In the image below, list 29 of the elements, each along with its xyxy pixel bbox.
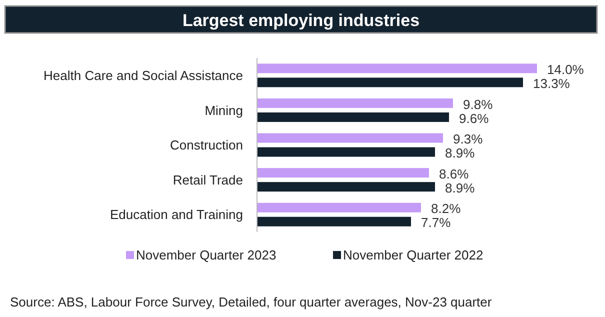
data-label: 8.9%	[445, 146, 476, 161]
data-label: 14.0%	[547, 62, 584, 77]
data-label: 13.3%	[533, 76, 570, 91]
data-label: 9.3%	[453, 132, 484, 147]
bar	[257, 216, 411, 226]
data-label: 9.8%	[463, 96, 494, 112]
data-label: 9.6%	[459, 110, 490, 126]
legend-label: November Quarter 2023	[136, 248, 276, 263]
chart-title: Largest employing industries	[182, 10, 420, 30]
bar	[257, 98, 453, 108]
source-note: Source: ABS, Labour Force Survey, Detailed, four quarter averages, Nov-23 quarter	[10, 294, 492, 310]
y-tick-label: Mining	[204, 102, 243, 118]
bar	[257, 147, 435, 157]
y-tick-label: Education and Training	[110, 207, 243, 222]
bar	[257, 182, 435, 192]
y-tick-label: Construction	[170, 138, 243, 153]
data-label: 8.2%	[431, 201, 462, 216]
bar	[257, 64, 537, 74]
bar	[257, 78, 523, 88]
data-label: 7.7%	[421, 215, 452, 230]
legend-label: November Quarter 2022	[343, 248, 484, 263]
y-tick-label: Health Care and Social Assistance	[44, 68, 243, 83]
y-tick-label: Retail Trade	[172, 172, 243, 188]
data-label: 8.9%	[445, 180, 476, 196]
data-label: 8.6%	[439, 166, 470, 182]
bar	[257, 168, 429, 178]
bar	[257, 133, 443, 143]
bar	[257, 202, 421, 212]
bar	[257, 112, 449, 122]
